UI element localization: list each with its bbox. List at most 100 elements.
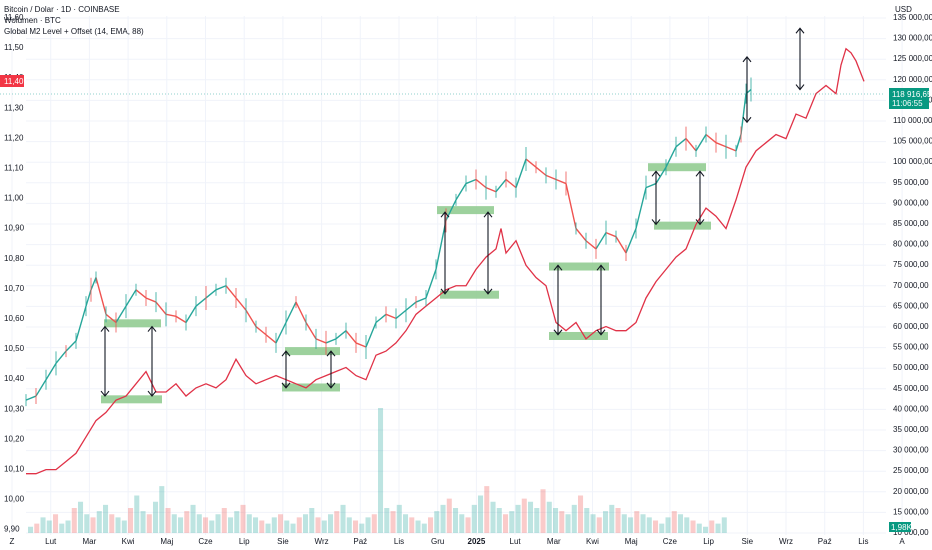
volume-bar	[153, 501, 159, 533]
m2-series-line	[26, 47, 865, 475]
left-tick-label: 11,20	[4, 133, 24, 142]
volume-bar	[140, 511, 146, 533]
btc-segment	[295, 301, 307, 323]
volume-bar	[96, 511, 102, 533]
arrow-head-bottom	[742, 116, 752, 124]
x-tick-label: Cze	[198, 537, 213, 546]
x-tick-label: Lis	[858, 537, 868, 546]
volume-bar	[90, 517, 96, 533]
volume-bar	[553, 508, 559, 533]
legend-title: Bitcoin / Dolar · 1D · COINBASE	[4, 5, 120, 14]
left-axis: 11,60 11,50 11,40 11,30 11,20 11,10 11,00 10,90…	[4, 13, 25, 534]
right-tick-label: 60 000,00	[893, 322, 929, 331]
right-tick-label: 20 000,00	[893, 487, 929, 496]
volume-bar	[615, 508, 621, 533]
btc-segment	[505, 178, 517, 189]
volume-bar	[446, 498, 452, 533]
btc-segment	[725, 146, 737, 152]
volume-bar	[146, 514, 152, 533]
btc-segment	[575, 228, 587, 242]
btc-segment	[275, 322, 287, 344]
volume-bar	[46, 520, 52, 533]
volume-bar	[465, 517, 471, 533]
right-tick-label: 135 000,00	[893, 13, 932, 22]
volume-bar	[478, 495, 484, 533]
volume-bar	[353, 520, 359, 533]
arrow-head-top	[695, 170, 705, 177]
x-tick-label: Lut	[45, 537, 57, 546]
btc-segment	[595, 232, 607, 250]
btc-segment	[735, 134, 742, 152]
arrow-head-top	[100, 325, 110, 332]
volume-bar	[490, 501, 496, 533]
btc-segment	[25, 395, 37, 401]
arrow-annotations	[100, 27, 805, 397]
btc-segment	[665, 146, 677, 168]
volume-bar	[228, 517, 234, 533]
volume-bar	[590, 514, 596, 533]
right-tick-label: 70 000,00	[893, 281, 929, 290]
right-tick-label: 100 000,00	[893, 157, 932, 166]
btc-segment	[740, 93, 747, 135]
volume-bar	[221, 508, 227, 533]
right-tick-label: 10 000,00	[893, 528, 929, 537]
volume-bar	[296, 517, 302, 533]
right-axis: 135 000,00 130 000,00 125 000,00 120 000,00…	[893, 13, 932, 537]
volume-bar	[134, 495, 140, 533]
btc-segment	[645, 182, 657, 189]
x-tick-label: Wrz	[315, 537, 329, 546]
btc-segment	[415, 297, 427, 303]
volume-bar	[715, 523, 721, 533]
btc-segment	[365, 322, 377, 348]
btc-segment	[215, 285, 227, 291]
x-tick-label: Mar	[547, 537, 561, 546]
volume-bar	[265, 523, 271, 533]
btc-segment	[35, 379, 47, 397]
arrow-head-bottom	[795, 84, 805, 91]
btc-segment	[395, 309, 407, 319]
green-zones	[101, 163, 711, 404]
volume-bar	[403, 514, 409, 533]
double-arrow	[695, 170, 705, 226]
volume-bar	[671, 511, 677, 533]
btc-segment	[525, 158, 537, 168]
volume-bar	[240, 504, 246, 533]
volume-bar	[303, 514, 309, 533]
left-tick-label: 10,10	[4, 465, 25, 474]
volume-bar	[384, 508, 390, 533]
btc-segment	[515, 158, 527, 188]
volume-bar	[528, 501, 534, 533]
volume-bar	[234, 511, 240, 533]
btc-segment	[65, 340, 77, 352]
volume-bar	[328, 514, 334, 533]
btc-segment	[155, 301, 167, 315]
volume-bar	[540, 489, 546, 533]
btc-segment	[655, 166, 667, 184]
btc-segment	[245, 309, 257, 327]
btc-segment	[435, 220, 447, 270]
double-arrow	[326, 350, 336, 389]
volume-bar	[496, 508, 502, 533]
btc-segment	[425, 269, 437, 299]
left-tick-label: 10,70	[4, 284, 25, 293]
volume-bar	[565, 514, 571, 533]
green-zone	[282, 383, 340, 392]
x-tick-label: Kwi	[586, 537, 599, 546]
volume-bar	[253, 517, 259, 533]
volume-bar	[28, 526, 34, 533]
btc-segment	[705, 133, 717, 144]
right-tick-label: 35 000,00	[893, 425, 929, 434]
right-tick-label: 85 000,00	[893, 219, 929, 228]
volume-bar	[609, 504, 615, 533]
arrow-head-bottom	[281, 382, 291, 389]
right-tick-label: 75 000,00	[893, 260, 929, 269]
btc-segment	[95, 277, 107, 315]
volume-bar	[703, 526, 709, 533]
left-tick-label: 10,60	[4, 314, 25, 323]
arrow-head-top	[596, 264, 606, 271]
volume-bar	[684, 517, 690, 533]
green-zone	[549, 262, 609, 271]
volume-bar	[659, 523, 665, 533]
x-tick-label: Wrz	[779, 537, 793, 546]
